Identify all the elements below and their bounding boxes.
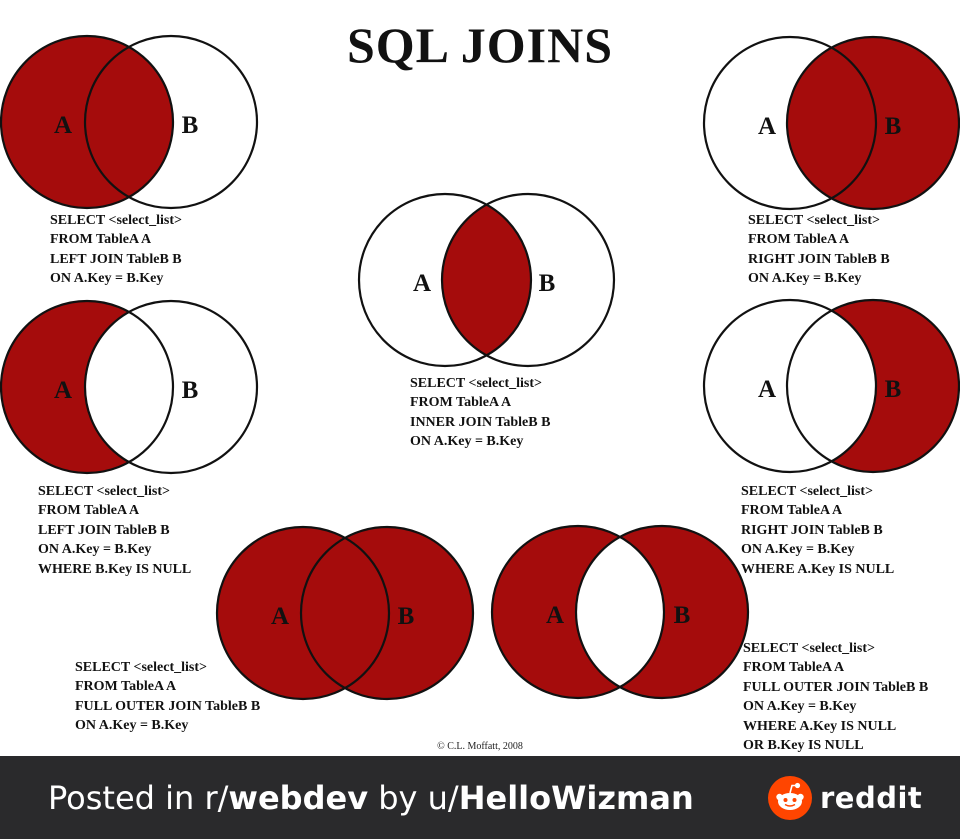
sql-line: RIGHT JOIN TableB B bbox=[748, 251, 890, 267]
sql-left-excluding-join: SELECT <select_list> FROM TableA A LEFT JO… bbox=[38, 482, 191, 579]
sql-line: ON A.Key = B.Key bbox=[743, 699, 857, 715]
sql-line: SELECT <select_list> bbox=[410, 376, 542, 391]
sql-line: SELECT <select_list> bbox=[38, 484, 170, 499]
sql-inner-join: SELECT <select_list> FROM TableA A INNER J… bbox=[410, 374, 550, 452]
sql-line: SELECT <select_list> bbox=[748, 213, 880, 228]
sql-line: LEFT JOIN TableB B bbox=[38, 522, 170, 538]
sql-line: FROM TableA A bbox=[38, 503, 140, 519]
subreddit-link[interactable]: webdev bbox=[228, 779, 369, 817]
sql-line: SELECT <select_list> bbox=[75, 660, 207, 675]
sql-line: FROM TableA A bbox=[743, 660, 845, 676]
set-a-label: A bbox=[413, 270, 431, 297]
venn-diagrams: A B A BA BA B A BA B A B bbox=[0, 34, 960, 701]
sql-line: SELECT <select_list> bbox=[743, 641, 875, 656]
reddit-snoo-icon bbox=[768, 776, 812, 820]
circle-b-outline bbox=[83, 34, 259, 210]
sql-left-join: SELECT <select_list> FROM TableA A LEFT JO… bbox=[50, 211, 182, 289]
circle-b-outline bbox=[299, 525, 475, 701]
sql-line: SELECT <select_list> bbox=[50, 213, 182, 228]
circle-a-outline bbox=[0, 299, 175, 475]
sql-line: FROM TableA A bbox=[741, 503, 843, 519]
circle-a-outline bbox=[490, 524, 666, 700]
sql-line: OR B.Key IS NULL bbox=[743, 738, 864, 754]
sql-line: FROM TableA A bbox=[748, 232, 850, 248]
circle-a-outline bbox=[702, 35, 878, 211]
sql-right-excluding-join: SELECT <select_list> FROM TableA A RIGHT J… bbox=[741, 482, 894, 579]
circle-b-outline bbox=[785, 298, 960, 474]
intersection-fill bbox=[442, 194, 531, 366]
set-a-label: A bbox=[271, 603, 289, 630]
sql-line: FULL OUTER JOIN TableB B bbox=[75, 698, 261, 714]
set-a-label: A bbox=[54, 377, 72, 404]
set-b-label: B bbox=[398, 603, 415, 630]
set-a-label: A bbox=[758, 113, 776, 140]
set-a-label: A bbox=[546, 602, 564, 629]
set-a-fill bbox=[1, 36, 173, 208]
sql-right-join: SELECT <select_list> FROM TableA A RIGHT J… bbox=[748, 211, 890, 289]
posted-in-text: Posted in r/webdev by u/HelloWizman bbox=[48, 779, 694, 817]
sql-line: FROM TableA A bbox=[50, 232, 152, 248]
sql-line: SELECT <select_list> bbox=[741, 484, 873, 499]
sql-full-outer-excluding-join: SELECT <select_list> FROM TableA A FULL OU… bbox=[743, 639, 928, 755]
set-a-label: A bbox=[54, 112, 72, 139]
reddit-brand[interactable]: reddit bbox=[768, 776, 922, 820]
set-a-label: A bbox=[758, 376, 776, 403]
sql-line: FROM TableA A bbox=[75, 679, 177, 695]
circle-b-outline bbox=[83, 299, 259, 475]
intersection-cutout bbox=[576, 526, 664, 698]
circle-b-outline bbox=[785, 35, 960, 211]
sql-line: INNER JOIN TableB B bbox=[410, 414, 551, 430]
sql-line: ON A.Key = B.Key bbox=[50, 271, 164, 287]
sql-line: WHERE A.Key IS NULL bbox=[741, 561, 895, 577]
sql-line: ON A.Key = B.Key bbox=[38, 542, 152, 558]
sql-line: ON A.Key = B.Key bbox=[741, 542, 855, 558]
set-b-label: B bbox=[885, 376, 902, 403]
circle-b-outline bbox=[574, 524, 750, 700]
sql-line: ON A.Key = B.Key bbox=[75, 718, 189, 734]
posted-by: by u/ bbox=[368, 779, 459, 817]
sql-line: FULL OUTER JOIN TableB B bbox=[743, 679, 929, 695]
intersection-cutout bbox=[787, 300, 876, 472]
reddit-wordmark: reddit bbox=[820, 781, 923, 815]
sql-line: ON A.Key = B.Key bbox=[748, 271, 862, 287]
circle-b-outline bbox=[440, 192, 616, 368]
sql-line: FROM TableA A bbox=[410, 395, 512, 411]
copyright-note: © C.L. Moffatt, 2008 bbox=[437, 741, 523, 752]
set-b-label: B bbox=[885, 113, 902, 140]
sql-line: WHERE B.Key IS NULL bbox=[38, 561, 192, 577]
intersection-cutout bbox=[85, 301, 173, 473]
sql-line: RIGHT JOIN TableB B bbox=[741, 522, 883, 538]
sql-line: WHERE A.Key IS NULL bbox=[743, 718, 897, 734]
circle-a-outline bbox=[0, 34, 175, 210]
set-b-label: B bbox=[674, 602, 691, 629]
circle-a-outline bbox=[357, 192, 533, 368]
set-b-fill bbox=[787, 37, 959, 209]
set-b-label: B bbox=[182, 377, 199, 404]
posted-prefix: Posted in r/ bbox=[48, 779, 229, 817]
circle-a-outline bbox=[702, 298, 878, 474]
set-b-label: B bbox=[182, 112, 199, 139]
circle-a-outline bbox=[215, 525, 391, 701]
sql-line: LEFT JOIN TableB B bbox=[50, 251, 182, 267]
set-b-fill bbox=[301, 527, 473, 699]
page-title: SQL JOINS bbox=[346, 17, 614, 73]
reddit-footer-bar: Posted in r/webdev by u/HelloWizman redd… bbox=[0, 756, 960, 839]
user-link[interactable]: HelloWizman bbox=[458, 779, 694, 817]
sql-line: ON A.Key = B.Key bbox=[410, 434, 524, 450]
set-b-label: B bbox=[539, 270, 556, 297]
sql-full-outer-join: SELECT <select_list> FROM TableA A FULL OU… bbox=[75, 658, 260, 736]
